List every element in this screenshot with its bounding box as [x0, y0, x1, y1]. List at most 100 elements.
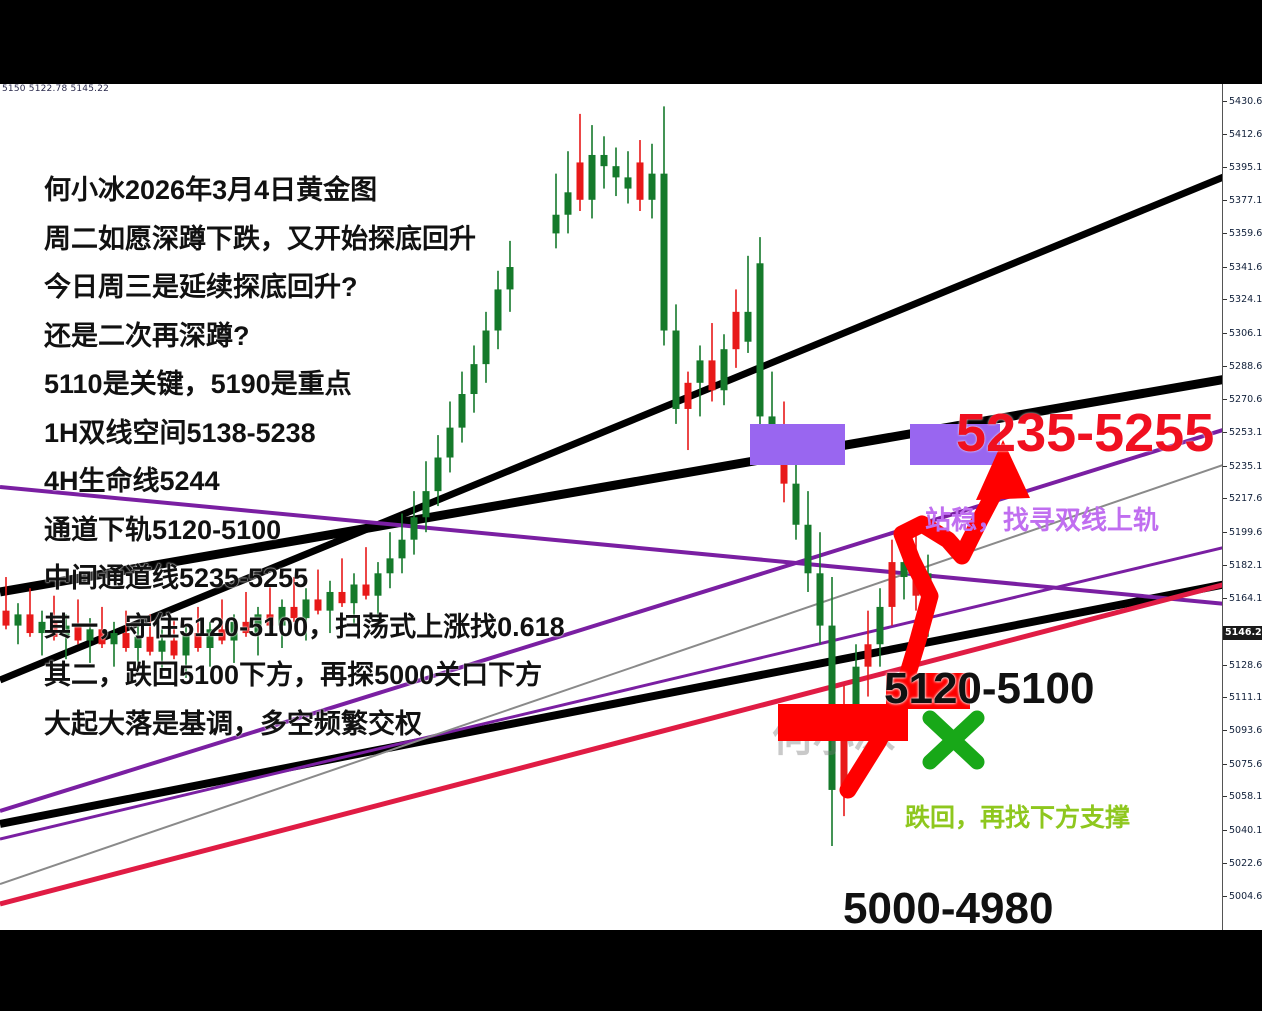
candlestick [302, 588, 310, 641]
candlestick [708, 323, 716, 402]
resistance-zone-upper-left [750, 423, 845, 465]
price-axis-tick: 5395.10 [1223, 162, 1262, 174]
candlestick [744, 255, 752, 353]
candlestick [564, 151, 572, 234]
price-axis-tick: 5164.10 [1223, 593, 1262, 605]
candlestick [110, 621, 118, 667]
candlestick [134, 625, 142, 671]
candlestick [314, 569, 322, 615]
note-line-11: 大起大落是基调，多空频繁交权 [44, 708, 422, 739]
trendline-mid-black-channel [0, 374, 1226, 597]
candlestick [242, 591, 250, 637]
price-axis-tick: 5270.60 [1223, 394, 1262, 406]
candlestick [194, 606, 202, 652]
candlestick [62, 614, 70, 660]
candlestick [900, 528, 908, 600]
note-line-1: 周二如愿深蹲下跌，又开始探底回升 [44, 223, 476, 254]
candlestick [362, 547, 370, 600]
candlestick [38, 610, 46, 656]
letterbox-top [0, 0, 1262, 84]
price-axis-tick: 5199.60 [1223, 527, 1262, 539]
price-axis[interactable]: 5430.60 5412.60 5395.10 5377.10 5359.60 5341.… [1222, 84, 1262, 930]
candlestick [446, 401, 454, 473]
candlestick [672, 304, 680, 424]
price-axis-tick: 5075.60 [1223, 759, 1262, 771]
candlestick [624, 151, 632, 204]
candlestick [720, 334, 728, 406]
price-axis-tick: 5377.10 [1223, 195, 1262, 207]
note-line-6: 4H生命线5244 [44, 466, 220, 496]
annotation-upper-caption: 站稳，找寻双线上轨 [925, 505, 1160, 535]
analysis-note-block: 何小冰2026年3月4日黄金图 周二如愿深蹲下跌，又开始探底回升 今日周三是延续… [44, 166, 565, 748]
candlestick [374, 562, 382, 619]
candlestick [170, 618, 178, 660]
candlestick [350, 573, 358, 626]
candlestick [122, 610, 130, 652]
candlestick [552, 173, 560, 249]
price-axis-tick: 5058.10 [1223, 791, 1262, 803]
price-chart-plot[interactable] [0, 84, 1226, 930]
candlestick [86, 618, 94, 663]
candlestick [648, 143, 656, 219]
candlestick [458, 371, 466, 443]
price-axis-tick: 5235.10 [1223, 461, 1262, 473]
candlestick [14, 603, 22, 645]
candlestick [2, 577, 10, 630]
candlestick [278, 599, 286, 648]
price-axis-tick: 5306.10 [1223, 328, 1262, 340]
candlestick [50, 595, 58, 641]
price-axis-tick: 5040.10 [1223, 825, 1262, 837]
trendline-purple-descending [0, 485, 1226, 606]
candlestick [386, 532, 394, 589]
price-axis-tick: 5253.10 [1223, 427, 1262, 439]
candlestick [182, 625, 190, 678]
ohlc-readout: 5150 5122.78 5145.22 [2, 84, 110, 91]
annotation-mid-level: 5120-5100 [884, 664, 1095, 713]
price-axis-tick: 5217.60 [1223, 493, 1262, 505]
trendline-lower-black-channel [0, 580, 1226, 828]
candlestick [660, 106, 668, 346]
price-axis-tick: 5430.60 [1223, 96, 1262, 108]
note-line-0: 何小冰2026年3月4日黄金图 [44, 175, 378, 205]
chart-canvas [0, 106, 1226, 907]
annotation-lower-target: 5000-4980 [843, 884, 1054, 933]
candlestick [158, 629, 166, 675]
price-axis-tick: 5004.60 [1223, 891, 1262, 903]
candlestick [696, 345, 704, 417]
letterbox-bottom [0, 930, 1262, 1011]
note-line-10: 其二，跌回5100下方，再探5000关口下方 [44, 660, 543, 690]
note-line-7: 通道下轨5120-5100 [44, 514, 282, 545]
price-axis-tick: 5093.60 [1223, 725, 1262, 737]
note-line-5: 1H双线空间5138-5238 [44, 417, 316, 448]
candlestick [410, 491, 418, 555]
candlestick [482, 311, 490, 383]
candlestick [206, 621, 214, 667]
candlestick [434, 435, 442, 507]
candlestick [230, 614, 238, 663]
candlestick [470, 345, 478, 413]
candlestick [636, 140, 644, 211]
candlestick [756, 237, 764, 428]
candlestick [290, 577, 298, 622]
candlestick [26, 588, 34, 637]
price-axis-tick: 5341.60 [1223, 262, 1262, 274]
price-axis-current-label: 5146.22 [1223, 625, 1262, 640]
price-axis-tick: 5128.60 [1223, 660, 1262, 672]
annotation-lower-caption: 跌回，再找下方支撑 [905, 804, 1131, 832]
candlestick [732, 289, 740, 368]
note-line-8: 中间通道线5235-5255 [44, 563, 309, 593]
price-axis-tick: 5111.10 [1223, 692, 1262, 704]
note-line-4: 5110是关键，5190是重点 [44, 369, 352, 399]
candlestick [588, 125, 596, 219]
candlestick [804, 491, 812, 592]
candlestick [888, 539, 896, 626]
candlestick [398, 513, 406, 574]
candlestick [218, 599, 226, 645]
price-axis-tick: 5412.60 [1223, 129, 1262, 141]
candlestick [326, 580, 334, 634]
trendline-crimson-ascending [0, 581, 1226, 907]
candlestick [422, 461, 430, 533]
price-axis-tick: 5359.60 [1223, 228, 1262, 240]
trendline-gray-moving-average [0, 463, 1226, 885]
